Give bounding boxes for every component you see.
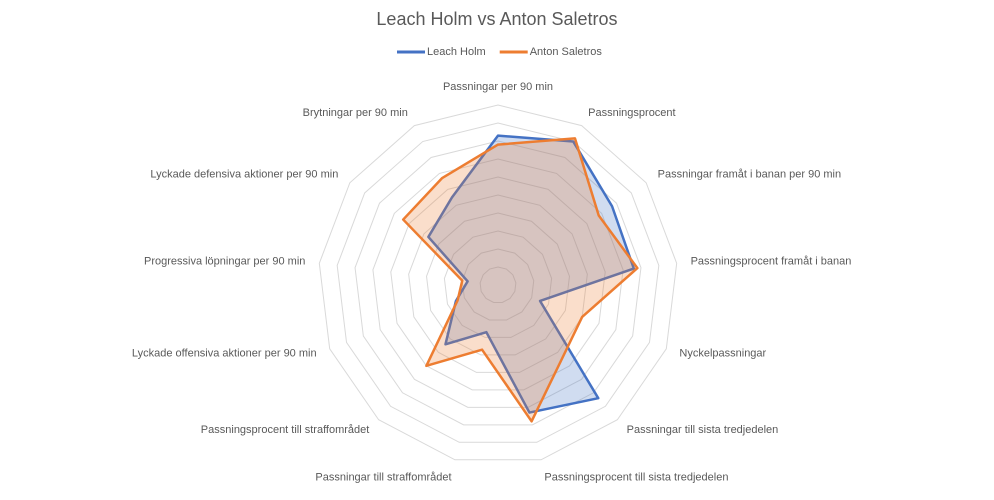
category-label: Passningsprocent till straffområdet [201, 424, 370, 436]
grid-ring [461, 248, 535, 321]
category-label: Lyckade defensiva aktioner per 90 min [150, 169, 338, 181]
category-label: Passningsprocent [588, 107, 675, 119]
category-label: Passningar till straffområdet [315, 471, 451, 483]
category-label: Passningar framåt i banan per 90 min [658, 169, 841, 181]
chart-title: Leach Holm vs Anton Saletros [376, 9, 617, 29]
category-label: Passningar per 90 min [443, 81, 553, 93]
grid-ring [336, 122, 660, 443]
category-label: Passningsprocent till sista tredjedelen [544, 471, 728, 483]
grid-ring [318, 104, 678, 461]
grid-ring [443, 230, 553, 338]
category-label: Progressiva löpningar per 90 min [144, 256, 305, 268]
legend-label: Anton Saletros [530, 46, 603, 58]
category-label: Passningsprocent framåt i banan [691, 256, 852, 268]
legend-label: Leach Holm [427, 46, 486, 58]
grid-ring [390, 176, 606, 391]
series-area [427, 134, 636, 414]
category-label: Nyckelpassningar [679, 348, 766, 360]
series-area [401, 137, 639, 423]
grid-ring [354, 140, 642, 426]
category-label: Lyckade offensiva aktioner per 90 min [132, 348, 317, 360]
category-label: Brytningar per 90 min [303, 107, 408, 119]
grid-ring [479, 266, 517, 303]
category-label: Passningar till sista tredjedelen [627, 424, 779, 436]
